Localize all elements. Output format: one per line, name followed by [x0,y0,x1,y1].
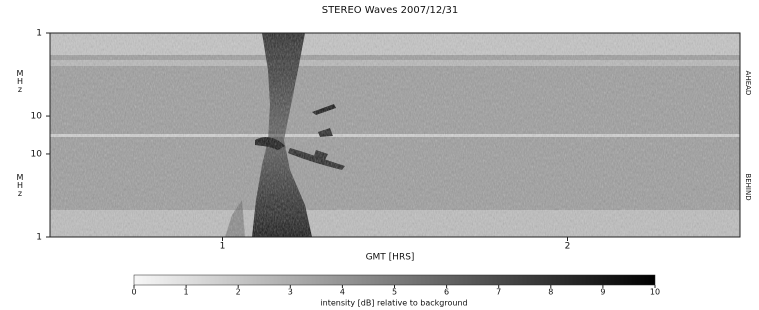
colorbar-tick-label: 9 [600,288,605,297]
colorbar-label: intensity [dB] relative to background [320,299,467,308]
spectrogram-image [50,33,740,237]
colorbar-tick-label: 7 [496,288,501,297]
x-tick-label: 2 [565,242,571,252]
y-axis-label: MHz [16,69,25,93]
y-tick-label: 1 [36,233,42,243]
y-tick-label: 1 [36,29,42,39]
colorbar-tick-label: 4 [340,288,345,297]
colorbar-tick-label: 10 [650,288,660,297]
colorbar-tick-label: 3 [288,288,293,297]
colorbar-tick-label: 0 [131,288,136,297]
chart-title: STEREO Waves 2007/12/31 [322,5,459,16]
panel-name: BEHIND [744,173,752,200]
colorbar-tick-label: 6 [444,288,449,297]
colorbar-tick-label: 8 [548,288,553,297]
noise-texture [50,33,740,237]
y-tick-label: 10 [31,149,43,159]
colorbar-tick-label: 2 [236,288,241,297]
chart: STEREO Waves 2007/12/31 GMT [HRS] intens… [0,0,759,310]
colorbar [134,275,655,285]
x-tick-label: 1 [220,242,226,252]
x-axis-label: GMT [HRS] [366,253,415,263]
colorbar-tick-label: 5 [392,288,397,297]
colorbar-tick-label: 1 [184,288,189,297]
panel-name: AHEAD [744,71,752,96]
y-tick-label: 10 [31,112,43,122]
y-axis-label: MHz [16,173,25,197]
